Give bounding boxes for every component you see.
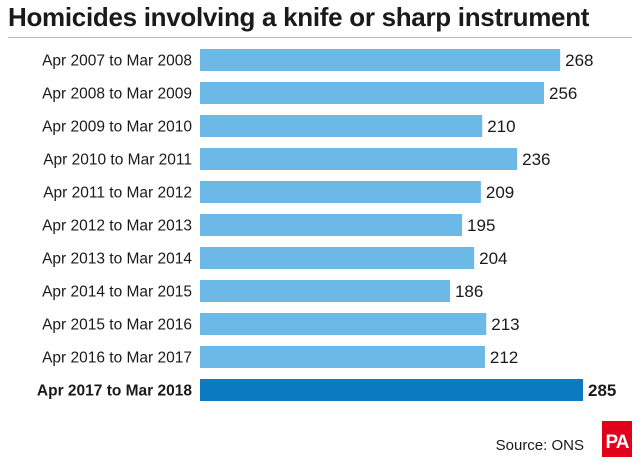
- category-label: Apr 2014 to Mar 2015: [42, 284, 192, 301]
- bar: [200, 379, 583, 401]
- value-label: 186: [455, 282, 483, 301]
- category-label: Apr 2007 to Mar 2008: [42, 53, 192, 70]
- bar: [200, 280, 450, 302]
- pa-logo: PA: [602, 421, 632, 457]
- bar: [200, 82, 545, 104]
- value-label: 213: [491, 315, 519, 334]
- category-label: Apr 2016 to Mar 2017: [42, 350, 192, 367]
- title-divider: [8, 37, 632, 38]
- category-label: Apr 2012 to Mar 2013: [42, 218, 192, 235]
- category-label: Apr 2010 to Mar 2011: [43, 152, 192, 169]
- value-label: 268: [565, 51, 593, 70]
- value-label: 236: [522, 150, 550, 169]
- chart-title: Homicides involving a knife or sharp ins…: [8, 2, 590, 32]
- category-label: Apr 2008 to Mar 2009: [42, 86, 192, 103]
- category-label: Apr 2017 to Mar 2018: [37, 383, 192, 400]
- bar: [200, 346, 485, 368]
- bar: [200, 247, 475, 269]
- category-label: Apr 2011 to Mar 2012: [43, 185, 192, 202]
- bar: [200, 49, 561, 71]
- value-label: 204: [479, 249, 507, 268]
- category-label: Apr 2013 to Mar 2014: [42, 251, 192, 268]
- bar: [200, 148, 518, 170]
- value-label: 212: [490, 348, 518, 367]
- value-label: 285: [588, 381, 616, 400]
- category-label: Apr 2009 to Mar 2010: [42, 119, 192, 136]
- value-label: 210: [487, 117, 515, 136]
- bar: [200, 181, 481, 203]
- category-label: Apr 2015 to Mar 2016: [42, 317, 192, 334]
- value-label: 195: [467, 216, 495, 235]
- value-label: 256: [549, 84, 577, 103]
- bar: [200, 115, 483, 137]
- bar: [200, 313, 487, 335]
- source-note: Source: ONS: [495, 437, 584, 454]
- bar: [200, 214, 463, 236]
- value-label: 209: [486, 183, 514, 202]
